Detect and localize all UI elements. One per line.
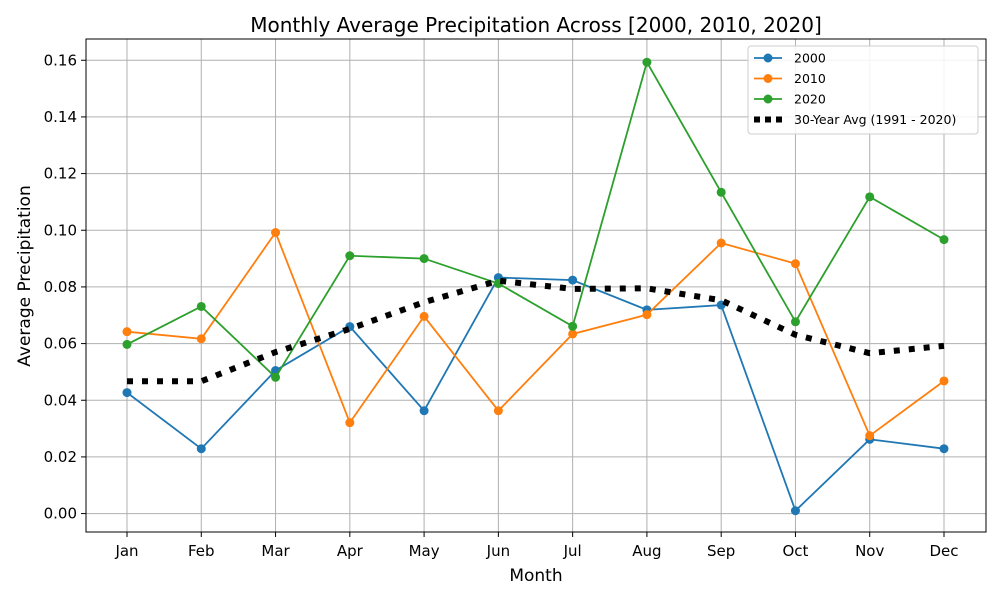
data-point <box>939 444 949 454</box>
series-line <box>126 230 945 438</box>
series-2020 <box>122 57 949 382</box>
x-tick-label: Jun <box>486 542 510 560</box>
y-tick-label: 0.08 <box>44 278 77 296</box>
data-point <box>271 372 281 382</box>
series-30-year-avg-1991-2020 <box>127 277 945 385</box>
data-point <box>196 444 206 454</box>
data-point <box>939 376 949 386</box>
data-point <box>568 321 578 331</box>
x-tick-label: Jul <box>563 542 582 560</box>
data-point <box>790 506 800 516</box>
data-point <box>568 329 578 339</box>
data-point <box>865 431 875 441</box>
legend: 2000 2010 2020 30-Year Avg (1991 - 2020) <box>747 45 979 135</box>
legend-item: 2020 <box>754 92 826 107</box>
legend-marker <box>763 74 773 83</box>
y-tick-label: 0.02 <box>44 448 77 466</box>
data-point <box>568 275 578 285</box>
legend-marker <box>763 94 773 104</box>
data-point <box>790 259 800 269</box>
x-tick-label: Feb <box>188 542 215 560</box>
data-point <box>419 311 429 321</box>
axes: Jan Feb Mar Apr May Jun Jul Aug Sep Oct Nov Dec 0.00… <box>44 38 987 560</box>
y-tick-label: 0.00 <box>44 505 77 523</box>
y-axis-label: Average Precipitation <box>15 185 35 366</box>
x-tick-label: Dec <box>929 542 958 560</box>
y-tick-label: 0.04 <box>44 391 77 409</box>
data-point <box>716 238 726 248</box>
data-point <box>939 235 949 245</box>
y-tick-label: 0.16 <box>44 51 77 69</box>
plot-frame <box>85 38 987 533</box>
x-tick-label: Oct <box>782 542 808 560</box>
data-point <box>122 388 132 398</box>
data-point <box>716 187 726 197</box>
y-tick-label: 0.14 <box>44 108 77 126</box>
x-tick-label: Nov <box>855 542 884 560</box>
x-tick-label: Mar <box>261 542 290 560</box>
series-lines <box>122 57 949 516</box>
avg-line <box>127 277 945 385</box>
legend-item: 2000 <box>754 51 826 66</box>
data-point <box>419 254 429 264</box>
legend-box <box>747 45 979 135</box>
data-point <box>196 301 206 311</box>
x-tick-label: May <box>409 542 440 560</box>
data-point <box>345 418 355 428</box>
data-point <box>345 251 355 261</box>
x-tick-label: Apr <box>337 542 364 560</box>
data-point <box>122 339 132 349</box>
data-point <box>271 228 281 238</box>
legend-item: 2010 <box>754 71 826 86</box>
legend-label: 30-Year Avg (1991 - 2020) <box>794 112 956 127</box>
y-tick-label: 0.12 <box>44 165 77 183</box>
data-point <box>642 57 652 67</box>
data-point <box>122 327 132 337</box>
x-tick-label: Sep <box>707 542 735 560</box>
data-point <box>865 192 875 202</box>
x-tick-label: Aug <box>632 542 661 560</box>
x-tick-label: Jan <box>114 542 138 560</box>
data-point <box>419 406 429 416</box>
data-point <box>196 334 206 344</box>
legend-label: 2010 <box>794 71 826 86</box>
data-point <box>493 406 503 416</box>
x-axis-label: Month <box>509 566 562 586</box>
legend-label: 2000 <box>794 51 826 66</box>
data-point <box>790 317 800 327</box>
series-2010 <box>122 228 949 441</box>
y-tick-label: 0.10 <box>44 221 77 239</box>
chart-title: Monthly Average Precipitation Across [20… <box>250 13 822 37</box>
legend-item: 30-Year Avg (1991 - 2020) <box>754 112 956 127</box>
legend-marker <box>763 53 773 63</box>
y-tick-label: 0.06 <box>44 335 77 353</box>
series-line <box>126 59 945 379</box>
series-line <box>126 276 945 513</box>
legend-label: 2020 <box>794 92 826 107</box>
data-point <box>642 310 652 320</box>
